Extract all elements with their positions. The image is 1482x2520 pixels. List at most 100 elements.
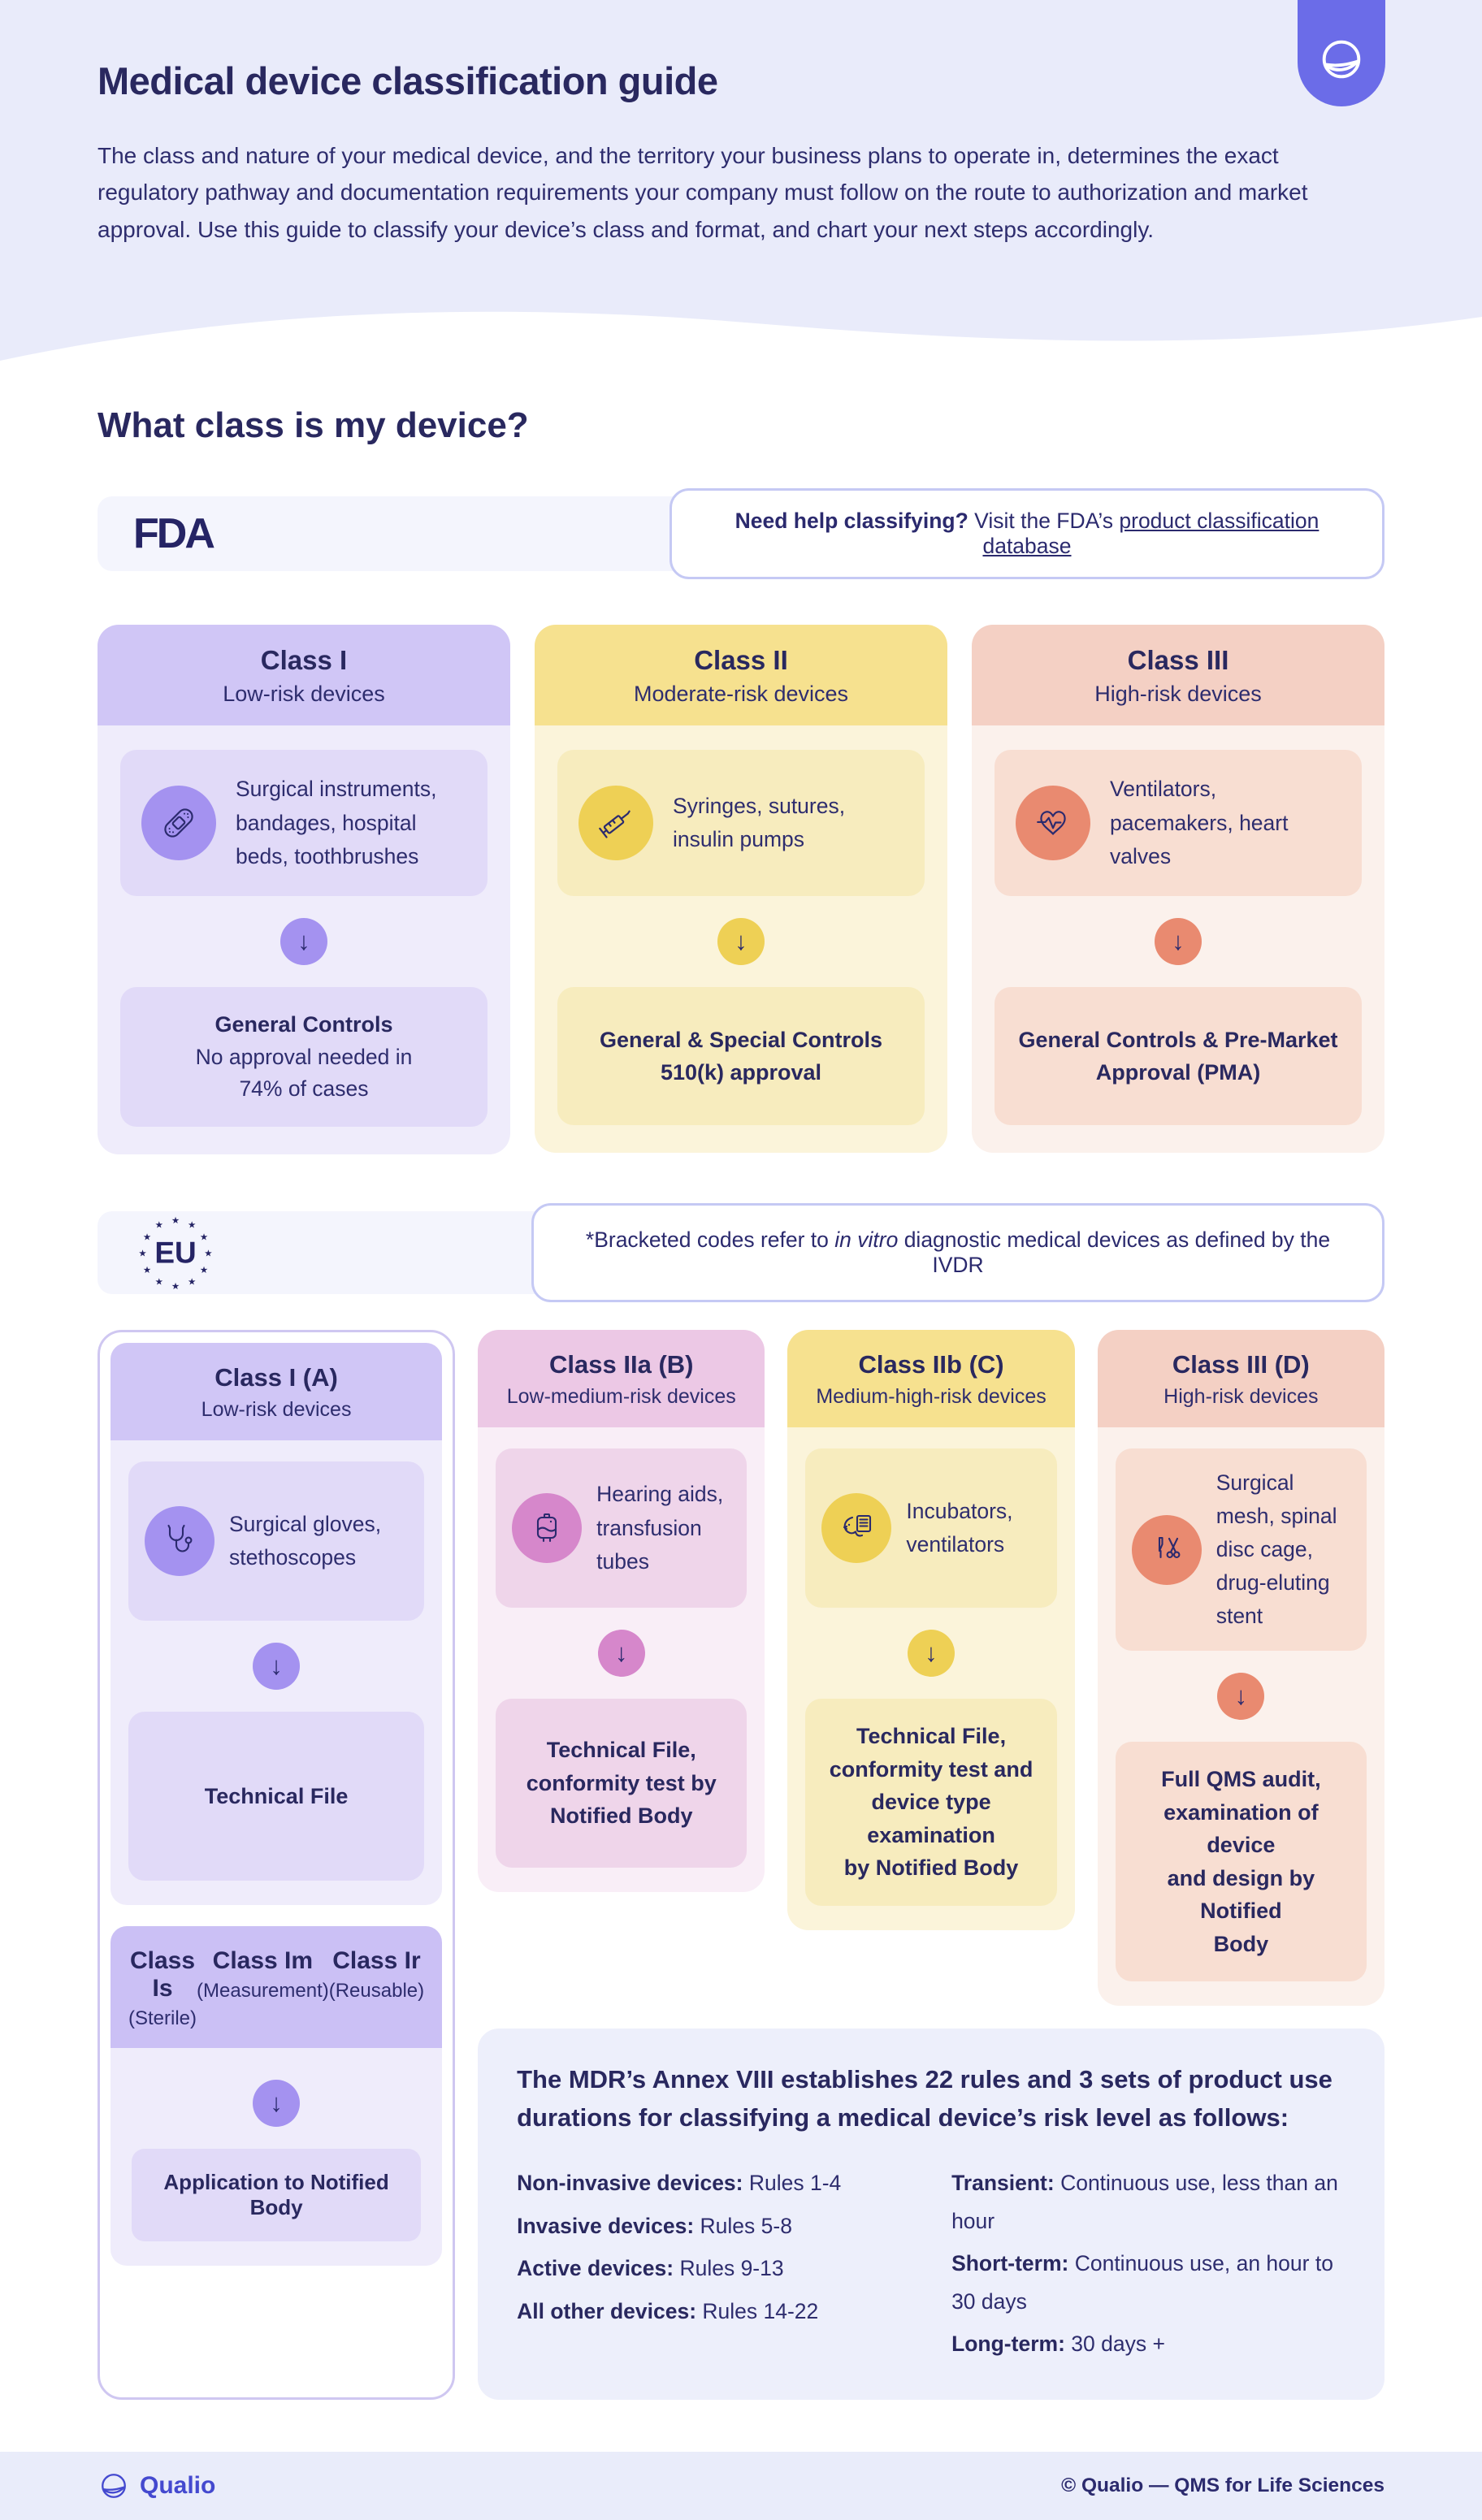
eu-cards-grid: Class I (A) Low-risk devices (98, 1330, 1384, 2401)
fda-help-bold: Need help classifying? (734, 509, 968, 534)
svg-text:★: ★ (138, 1249, 146, 1259)
svg-text:★: ★ (143, 1266, 151, 1275)
mdr-duration-line: Transient: Continuous use, less than an … (951, 2164, 1346, 2240)
examples-tile: Hearing aids, transfusion tubes (496, 1448, 748, 1609)
eu-note-prefix: *Bracketed codes refer to (585, 1228, 835, 1253)
svg-text:★: ★ (155, 1278, 163, 1288)
qualio-logo-icon (1322, 40, 1361, 78)
arrow-glyph: ↓ (1172, 927, 1185, 956)
examples-text: Incubators, ventilators (906, 1499, 1013, 1557)
examples-text: Surgical mesh, spinal disc cage, drug-el… (1216, 1470, 1337, 1629)
result-tile: Full QMS audit, examination of device an… (1115, 1742, 1367, 1982)
mdr-columns: Non-invasive devices: Rules 1-4 Invasive… (517, 2164, 1346, 2367)
card-body: Incubators, ventilators ↓ Technical File… (787, 1427, 1075, 1930)
examples-tile: Incubators, ventilators (805, 1448, 1057, 1609)
card-body: Ventilators, pacemakers, heart valves ↓ … (972, 725, 1384, 1154)
icon-circle (512, 1493, 583, 1564)
card-subtitle: High-risk devices (1094, 682, 1262, 707)
variant-reusable: Class Ir (Reusable) (329, 1947, 424, 2030)
mdr-duration-value: Continuous use, less than an hour (951, 2171, 1338, 2233)
mdr-duration-value: Continuous use, an hour to 30 days (951, 2251, 1333, 2314)
result-bold: General Controls & Pre-Market Approval (… (1018, 1027, 1338, 1085)
arrow-glyph: ↓ (734, 927, 748, 956)
examples-tile: Surgical gloves, stethoscopes (128, 1461, 425, 1622)
arrow-glyph: ↓ (270, 1652, 283, 1681)
icon-circle (1131, 1514, 1202, 1585)
mdr-heading: The MDR’s Annex VIII establishes 22 rule… (517, 2065, 1332, 2132)
result-bold: Technical File, conformity test and devi… (829, 1724, 1034, 1881)
card-header: Class I (A) Low-risk devices (110, 1343, 443, 1441)
down-arrow-icon: ↓ (717, 918, 765, 966)
stethoscope-icon (167, 1525, 193, 1552)
mdr-rule-line: Active devices: Rules 9-13 (517, 2249, 911, 2287)
result-bold: General Controls (214, 1012, 393, 1037)
mdr-rules-box: The MDR’s Annex VIII establishes 22 rule… (478, 2029, 1384, 2401)
result-tile: Technical File, conformity test by Notif… (496, 1699, 748, 1868)
icon-circle (578, 786, 653, 861)
icon-circle (141, 786, 216, 861)
mdr-duration-line: Short-term: Continuous use, an hour to 3… (951, 2245, 1346, 2320)
result-tile: General Controls & Pre-Market Approval (… (994, 987, 1362, 1126)
main-content: What class is my device? FDA Need help c… (0, 405, 1482, 2401)
eu-stars-badge: EU ★ ★ ★ ★ ★ ★ ★ ★ ★ ★ ★ ★ (138, 1216, 212, 1292)
fda-help-note: Need help classifying? Visit the FDA’s p… (670, 488, 1384, 580)
card-header: Class IIa (B) Low-medium-risk devices (478, 1330, 765, 1428)
down-arrow-icon: ↓ (1217, 1673, 1265, 1721)
examples-text: Ventilators, pacemakers, heart valves (1110, 777, 1289, 868)
svg-text:★: ★ (155, 1221, 163, 1231)
card-subtitle: Moderate-risk devices (633, 682, 849, 707)
wave-divider (0, 311, 1482, 371)
variants-header: Class Is (Sterile) Class Im (Measurement… (110, 1926, 443, 2049)
card-header: Class III (D) High-risk devices (1097, 1330, 1384, 1428)
card-subtitle: Medium-high-risk devices (816, 1385, 1046, 1409)
card-body: Hearing aids, transfusion tubes ↓ Techni… (478, 1427, 765, 1893)
card-title: Class III (D) (1172, 1350, 1310, 1379)
fda-logo: FDA (133, 510, 215, 558)
result-tile: General Controls No approval needed in 7… (120, 987, 488, 1128)
svg-text:★: ★ (188, 1221, 196, 1231)
mdr-durations-column: Transient: Continuous use, less than an … (951, 2164, 1346, 2367)
mdr-duration-label: Transient: (951, 2171, 1055, 2196)
eu-class-2b-card: Class IIb (C) Medium-high-risk devices (787, 1330, 1075, 2006)
examples-text: Syringes, sutures, insulin pumps (673, 794, 846, 852)
hero-section: Medical device classification guide The … (0, 0, 1482, 371)
icon-circle (145, 1506, 214, 1577)
eu-note-suffix: diagnostic medical devices as defined by… (898, 1228, 1331, 1278)
card-subtitle: High-risk devices (1164, 1385, 1319, 1409)
down-arrow-icon: ↓ (253, 1643, 301, 1691)
result-bold: General & Special Controls 510(k) approv… (599, 1027, 883, 1085)
svg-text:★: ★ (143, 1232, 151, 1242)
icon-circle (1016, 786, 1090, 861)
footer-copyright: © Qualio — QMS for Life Sciences (1061, 2475, 1384, 2497)
mdr-rule-line: Invasive devices: Rules 5-8 (517, 2207, 911, 2245)
mdr-duration-label: Short-term: (951, 2251, 1069, 2276)
mdr-duration-value: 30 days + (1064, 2331, 1165, 2356)
mdr-rule-label: All other devices: (517, 2298, 697, 2323)
eu-label: EU (154, 1236, 196, 1270)
down-arrow-icon: ↓ (253, 2080, 301, 2128)
mdr-rule-label: Invasive devices: (517, 2213, 695, 2238)
examples-tile: Ventilators, pacemakers, heart valves (994, 750, 1362, 897)
qualio-brand-badge (1298, 0, 1385, 106)
result-bold: Full QMS audit, examination of device an… (1161, 1767, 1321, 1956)
arrow-glyph: ↓ (1234, 1682, 1248, 1711)
variant-subtitle: (Measurement) (197, 1980, 329, 2003)
result-tile: Technical File, conformity test and devi… (805, 1699, 1057, 1906)
svg-text:★: ★ (200, 1266, 208, 1275)
eu-note-text: *Bracketed codes refer to in vitro diagn… (570, 1228, 1346, 1278)
variant-measurement: Class Im (Measurement) (197, 1947, 329, 2030)
variant-title: Class Im (212, 1947, 314, 1975)
mdr-rule-label: Active devices: (517, 2256, 674, 2281)
result-bold: Technical File (204, 1783, 349, 1808)
arrow-glyph: ↓ (925, 1639, 938, 1668)
result-tile: Technical File (128, 1712, 425, 1881)
syringe-icon (599, 810, 630, 838)
fda-row: FDA Need help classifying? Visit the FDA… (98, 488, 1384, 580)
eu-note: *Bracketed codes refer to in vitro diagn… (531, 1203, 1384, 1303)
eu-class-2a-card: Class IIa (B) Low-medium-risk devices (478, 1330, 765, 2006)
fda-database-link[interactable]: product classification database (982, 509, 1320, 559)
svg-text:★: ★ (204, 1249, 212, 1259)
mdr-rule-value: Rules 1-4 (743, 2171, 842, 2196)
arrow-glyph: ↓ (270, 2089, 283, 2118)
result-bold: Technical File, conformity test by Notif… (526, 1738, 717, 1829)
